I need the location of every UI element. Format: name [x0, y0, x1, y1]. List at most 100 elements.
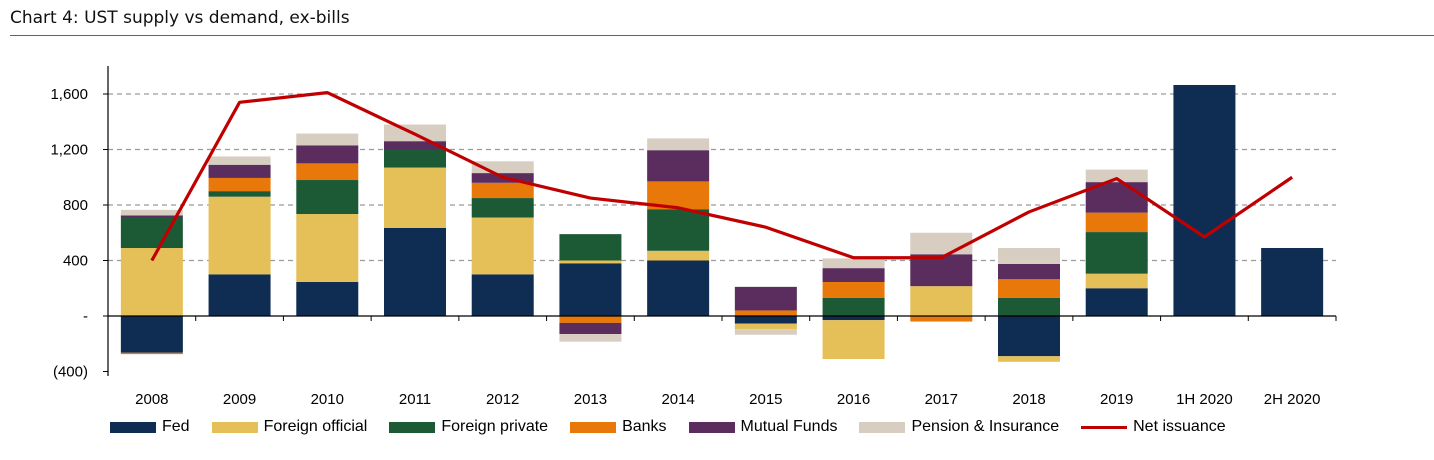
bar-fed-2014	[647, 260, 710, 316]
bar-banks-2018	[998, 279, 1060, 298]
legend-item: Net issuance	[1081, 418, 1226, 436]
legend-label: Foreign private	[441, 418, 549, 435]
bar-pension-insurance-2010	[296, 133, 359, 146]
bar-foreign-official-2019	[1085, 273, 1148, 289]
title-divider	[10, 35, 1434, 36]
bar-fed-2018	[998, 316, 1060, 357]
legend-swatch	[211, 421, 258, 433]
bar-foreign-private-2018	[998, 297, 1060, 316]
bar-pension-insurance-2014	[647, 138, 710, 151]
bars	[120, 84, 1324, 362]
bar-fed-2013	[559, 263, 622, 316]
bar-foreign-official-2014	[647, 250, 710, 261]
bar-pension-insurance-2013	[559, 334, 622, 342]
bar-foreign-official-2013	[559, 260, 622, 264]
bar-foreign-official-2010	[296, 214, 359, 283]
bar-pension-insurance-2009	[208, 156, 271, 165]
y-tick-label: 800	[63, 197, 88, 214]
bar-banks-2009	[208, 177, 271, 192]
bar-foreign-official-2012	[471, 217, 534, 275]
bar-banks-2010	[296, 163, 359, 181]
bar-mutual-funds-2009	[208, 164, 271, 178]
bar-banks-2015	[734, 310, 797, 316]
bar-foreign-official-2018	[998, 356, 1060, 362]
y-tick-label: -	[83, 308, 88, 325]
x-tick-label: 2018	[1012, 391, 1045, 408]
bar-pension-insurance-2012	[471, 161, 534, 174]
y-tick-label: 400	[63, 253, 88, 270]
bar-banks-2016	[822, 282, 885, 298]
bar-pension-insurance-2018	[998, 248, 1060, 264]
bar-foreign-private-2012	[471, 198, 534, 218]
bar-fed-2016	[822, 316, 885, 321]
bar-pension-insurance-2017	[910, 232, 973, 255]
legend-label: Foreign official	[263, 418, 368, 435]
bar-mutual-funds-2011	[384, 141, 446, 150]
bar-foreign-private-2013	[559, 234, 622, 261]
bar-pension-insurance-2015	[734, 329, 797, 335]
legend-swatch	[389, 421, 436, 433]
legend-label: Mutual Funds	[740, 418, 838, 435]
x-tick-label: 2009	[223, 391, 256, 408]
net-issuance-line	[150, 91, 1294, 262]
bar-mutual-funds-2015	[734, 286, 797, 311]
bar-fed-2011	[384, 227, 446, 316]
net-issuance-line-layer	[150, 91, 1294, 262]
legend-label: Net issuance	[1133, 418, 1226, 435]
x-tick-label: 2013	[574, 391, 607, 408]
chart-title: Chart 4: UST supply vs demand, ex-bills	[10, 8, 350, 28]
x-tick-label: 2017	[925, 391, 958, 408]
bar-fed-2010	[296, 282, 359, 316]
bar-mutual-funds-2013	[559, 322, 622, 335]
bar-mutual-funds-2008	[120, 215, 183, 218]
legend-label: Fed	[162, 418, 190, 435]
x-axis-labels: 2008 2009 2010 2011 2012 2013 2014 2015 2016 2017…	[135, 391, 1320, 408]
bar-foreign-private-2009	[208, 191, 271, 197]
legend-item: Foreign official	[211, 418, 368, 436]
bar-banks-2017	[910, 316, 973, 322]
bar-foreign-official-2015	[734, 323, 797, 330]
y-tick-label: (400)	[53, 364, 88, 381]
axes	[103, 66, 1337, 376]
bar-fed-1h-2020	[1173, 84, 1236, 316]
x-tick-label: 2014	[661, 391, 694, 408]
bar-fed-2015	[734, 316, 797, 324]
legend-swatch	[1081, 425, 1128, 429]
bar-pension-insurance-2019	[1085, 169, 1148, 183]
gridlines	[108, 93, 1336, 262]
legend-swatch	[688, 421, 735, 433]
bar-foreign-private-2011	[384, 149, 446, 168]
legend: Fed Foreign official Foreign private Banks M…	[110, 415, 1248, 439]
bar-mutual-funds-2017	[910, 254, 973, 287]
legend-item: Fed	[110, 418, 190, 436]
x-tick-label: 2016	[837, 391, 870, 408]
bar-banks-2013	[559, 316, 622, 323]
bar-foreign-private-2014	[647, 209, 710, 251]
legend-label: Banks	[622, 418, 667, 435]
bar-fed-2008	[120, 316, 183, 353]
bar-pension-insurance-2008	[120, 209, 183, 216]
legend-item: Pension & Insurance	[859, 418, 1059, 436]
x-tick-label: 2008	[135, 391, 168, 408]
x-tick-label: 2015	[749, 391, 782, 408]
bar-fed-2009	[208, 274, 271, 316]
x-tick-label: 2010	[311, 391, 344, 408]
y-tick-label: 1,200	[50, 142, 88, 159]
bar-pension-insurance-2016	[822, 258, 885, 269]
legend-item: Foreign private	[389, 418, 548, 436]
legend-swatch	[859, 421, 906, 433]
legend-label: Pension & Insurance	[911, 418, 1060, 435]
bar-foreign-official-2016	[822, 320, 885, 360]
bar-fed-2019	[1085, 288, 1148, 316]
bar-foreign-official-2017	[910, 286, 973, 316]
legend-item: Banks	[570, 418, 667, 436]
x-tick-label: 2019	[1100, 391, 1133, 408]
x-tick-label: 2H 2020	[1264, 391, 1321, 408]
bar-fed-2012	[471, 274, 534, 316]
legend-swatch	[570, 421, 617, 433]
y-tick-label: 1,600	[50, 86, 88, 103]
x-tick-label: 1H 2020	[1176, 391, 1233, 408]
bar-fed-2h-2020	[1261, 248, 1324, 316]
bar-mutual-funds-2014	[647, 150, 710, 182]
